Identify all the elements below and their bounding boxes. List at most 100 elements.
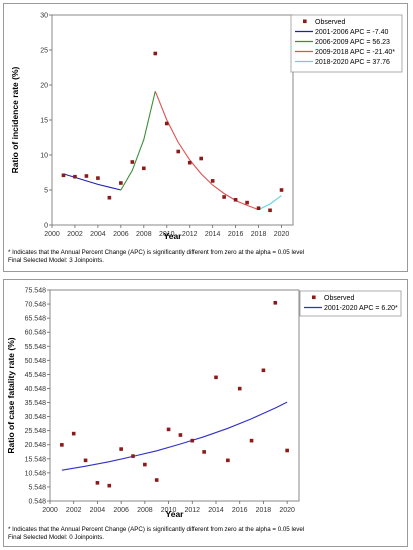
observed-point xyxy=(130,160,135,164)
y-tick-label: 5.548 xyxy=(28,484,46,491)
observed-point xyxy=(61,173,66,178)
observed-point xyxy=(190,438,195,443)
legend-label: 2001-2006 APC = -7.40 xyxy=(315,29,388,36)
legend-label-observed: Observed xyxy=(315,19,345,26)
observed-point xyxy=(71,431,76,436)
observed-point xyxy=(107,195,112,200)
x-tick-label: 2000 xyxy=(42,507,58,514)
plot-area xyxy=(51,14,294,226)
series-line xyxy=(120,91,156,191)
y-tick-label: 50.548 xyxy=(25,358,47,365)
y-tick-label: 20 xyxy=(40,83,48,90)
observed-point xyxy=(199,156,203,161)
y-tick-label: 35.548 xyxy=(25,400,47,407)
y-tick-label: 40.548 xyxy=(25,386,47,393)
observed-point xyxy=(256,206,261,210)
x-tick-label: 2008 xyxy=(136,231,152,238)
y-tick-label: 30.548 xyxy=(25,414,47,421)
y-tick-label: 0.548 xyxy=(28,499,46,506)
observed-point xyxy=(249,438,254,443)
y-axis-label: Ratio of incidence rate (%) xyxy=(10,66,20,173)
observed-point xyxy=(273,300,278,305)
y-tick-label: 5 xyxy=(44,188,48,195)
legend-label: 2001-2020 APC = 6.20* xyxy=(324,305,398,312)
y-tick-label: 25 xyxy=(40,48,48,55)
observed-point xyxy=(237,386,242,391)
footnote-model: Final Selected Model: 0 Joinpoints. xyxy=(8,534,104,541)
x-tick-label: 2012 xyxy=(182,231,198,238)
observed-point xyxy=(60,443,64,447)
y-tick-label: 20.548 xyxy=(25,442,47,449)
observed-point xyxy=(279,188,284,192)
observed-point xyxy=(202,450,206,454)
x-tick-label: 2020 xyxy=(279,507,295,514)
footnote-apc-note: * Indicates that the Annual Percent Chan… xyxy=(8,249,305,256)
x-tick-label: 2000 xyxy=(44,231,60,238)
x-tick-label: 2018 xyxy=(256,507,272,514)
x-tick-label: 2020 xyxy=(274,231,290,238)
x-tick-label: 2004 xyxy=(90,507,106,514)
observed-point xyxy=(96,176,100,180)
observed-point xyxy=(245,200,249,205)
incidence-chart-panel: 0 5 10 15 20 25 30 2000 2002 2004 2006 2008 2010 2012… xyxy=(3,3,408,272)
series-line xyxy=(63,173,122,191)
x-tick-label: 2006 xyxy=(113,507,129,514)
x-tick-label: 2016 xyxy=(232,507,248,514)
series-line xyxy=(258,195,282,211)
observed-point xyxy=(164,121,169,126)
y-tick-label: 25.548 xyxy=(25,428,47,435)
y-tick-label: 60.548 xyxy=(25,330,47,337)
observed-point xyxy=(131,454,135,458)
case-fatality-rate-chart: 0.548 5.548 10.548 15.548 20.548 25.548 30.548… xyxy=(6,288,402,519)
observed-point xyxy=(83,458,88,463)
observed-point xyxy=(268,208,272,213)
legend-label: 2018-2020 APC = 37.76 xyxy=(315,59,390,66)
observed-point xyxy=(176,149,181,154)
y-tick-label: 30 xyxy=(40,13,48,20)
x-tick-label: 2010 xyxy=(159,231,175,238)
observed-point xyxy=(285,448,289,453)
series-line xyxy=(61,401,288,471)
legend-marker-observed xyxy=(312,295,316,300)
observed-point xyxy=(84,174,89,178)
x-tick-label: 2018 xyxy=(251,231,267,238)
observed-point xyxy=(154,478,159,482)
legend-box xyxy=(299,290,402,317)
legend-box xyxy=(290,14,403,73)
x-axis-label: Year xyxy=(166,509,185,519)
legend-label-observed: Observed xyxy=(324,295,354,302)
x-tick-label: 2014 xyxy=(208,507,224,514)
observed-point xyxy=(142,166,146,171)
incidence-rate-chart: 0 5 10 15 20 25 30 2000 2002 2004 2006 2008 2010 2012… xyxy=(10,13,403,241)
observed-point xyxy=(210,179,215,183)
x-tick-label: 2006 xyxy=(113,231,129,238)
x-axis-label: Year xyxy=(164,231,183,241)
footnote-model: Final Selected Model: 3 Joinpoints. xyxy=(8,257,104,264)
observed-point xyxy=(214,375,218,380)
observed-point xyxy=(178,433,183,437)
y-tick-label: 10 xyxy=(40,153,48,160)
legend-marker-observed xyxy=(303,19,307,24)
y-tick-label: 75.548 xyxy=(25,288,47,295)
x-tick-label: 2002 xyxy=(67,231,83,238)
y-tick-label: 55.548 xyxy=(25,344,47,351)
y-tick-label: 15.548 xyxy=(25,456,47,463)
fatality-chart-panel: 0.548 5.548 10.548 15.548 20.548 25.548 30.548… xyxy=(3,279,408,547)
y-axis-label: Ratio of case fatality rate (%) xyxy=(6,337,16,453)
series-line xyxy=(154,91,259,211)
observed-point xyxy=(95,481,100,485)
x-tick-label: 2012 xyxy=(184,507,200,514)
y-tick-label: 0 xyxy=(44,223,48,230)
y-tick-label: 65.548 xyxy=(25,316,47,323)
x-tick-label: 2002 xyxy=(66,507,82,514)
y-tick-label: 10.548 xyxy=(25,470,47,477)
observed-point xyxy=(261,368,266,373)
observed-point xyxy=(187,160,192,165)
observed-point xyxy=(153,51,158,56)
x-tick-label: 2016 xyxy=(228,231,244,238)
observed-point xyxy=(233,198,238,202)
observed-point xyxy=(73,174,77,179)
observed-point xyxy=(107,483,112,488)
legend-label: 2009-2018 APC = -21.40* xyxy=(315,49,395,56)
y-tick-label: 70.548 xyxy=(25,302,47,309)
